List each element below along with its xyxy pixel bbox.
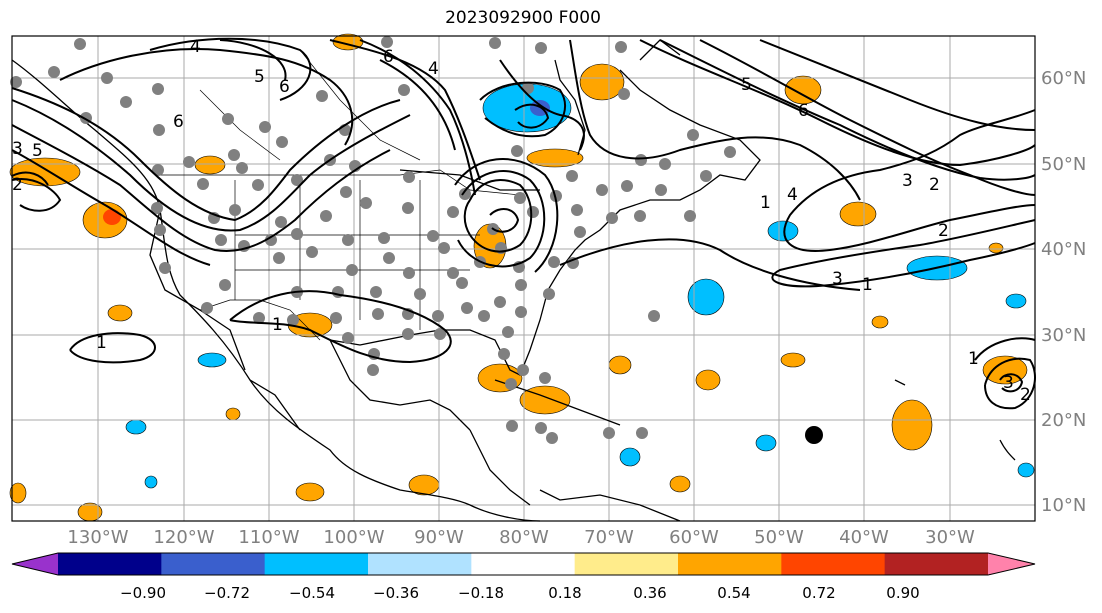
lon-label: 30°W: [925, 527, 975, 548]
colorbar-extend-low: [12, 553, 58, 575]
colorbar-segment: [368, 553, 472, 575]
contour-label: 4: [190, 37, 201, 57]
latitude-labels: 60°N 50°N 40°N 30°N 20°N 10°N: [1041, 68, 1086, 516]
lat-label: 30°N: [1041, 325, 1086, 346]
colorbar-tick-labels: −0.90 −0.72 −0.54 −0.36 −0.18 0.18 0.36 …: [120, 584, 920, 602]
colorbar-tick-label: 0.72: [802, 584, 835, 602]
colorbar-segment: [884, 553, 989, 575]
contour-label: 2: [1020, 385, 1031, 405]
contour-label: 6: [173, 112, 184, 132]
contour-label: 5: [741, 75, 752, 95]
contour-label: 2: [929, 175, 940, 195]
lon-label: 130°W: [67, 527, 128, 548]
colorbar-segment: [58, 553, 162, 575]
colorbar-extend-high: [988, 553, 1035, 575]
colorbar-tick-label: −0.18: [458, 584, 504, 602]
colorbar-tick-label: 0.18: [548, 584, 581, 602]
contour-label: 1: [96, 333, 107, 353]
contour-label: 4: [428, 59, 439, 79]
colorbar-tick-label: −0.36: [373, 584, 419, 602]
contour-label: 5: [254, 67, 265, 87]
colorbar-outline: [11, 552, 1036, 576]
colorbar-tick-label: 0.36: [633, 584, 666, 602]
lon-label: 40°W: [839, 527, 889, 548]
colorbar-tick-label: −0.90: [120, 584, 166, 602]
map-frame: [11, 35, 1036, 522]
contour-label: 1: [862, 275, 873, 295]
contour-label: 2: [12, 175, 23, 195]
lat-label: 60°N: [1041, 68, 1086, 89]
contour-label: 3: [832, 269, 843, 289]
lat-lon-grid: [12, 36, 1035, 521]
contour-label: 6: [798, 101, 809, 121]
colorbar-segment: [264, 553, 369, 575]
lat-label: 50°N: [1041, 154, 1086, 175]
coastlines: [11, 39, 1016, 522]
lon-label: 70°W: [584, 527, 634, 548]
colorbar-segment: [781, 553, 886, 575]
contour-label: 6: [279, 77, 290, 97]
contour-label: 1: [968, 349, 979, 369]
longitude-labels: 130°W 120°W 110°W 100°W 90°W 80°W 70°W 6…: [67, 527, 975, 548]
contour-lines: [11, 37, 1036, 410]
contour-label: 5: [32, 141, 43, 161]
contour-label: 3: [12, 139, 23, 159]
colorbar-segment: [574, 553, 679, 575]
colorbar-tick-label: 0.54: [717, 584, 750, 602]
lon-label: 100°W: [323, 527, 384, 548]
contour-label: 1: [760, 193, 771, 213]
colorbar: [11, 552, 1036, 576]
storm-marker: [805, 426, 823, 444]
colorbar-segment: [471, 553, 576, 575]
colorbar-segment: [678, 553, 782, 575]
colorbar-tick-label: −0.72: [204, 584, 250, 602]
contour-value-labels: 4 6 5 6 4 6 5 3 2 1 1 1 5 6 3 2 2 1 3 4 …: [12, 37, 1031, 405]
map-title: 2023092900 F000: [445, 8, 601, 28]
contour-label: 2: [938, 221, 949, 241]
colorbar-segment: [161, 553, 266, 575]
lon-label: 90°W: [414, 527, 464, 548]
contour-label: 1: [272, 315, 283, 335]
colorbar-tick-label: −0.54: [289, 584, 335, 602]
lon-label: 120°W: [153, 527, 214, 548]
lon-label: 80°W: [499, 527, 549, 548]
lon-label: 110°W: [238, 527, 299, 548]
lon-label: 50°W: [754, 527, 804, 548]
colorbar-tick-label: 0.90: [886, 584, 919, 602]
contour-label: 3: [1003, 373, 1014, 393]
contour-label: 3: [902, 171, 913, 191]
lat-label: 20°N: [1041, 410, 1086, 431]
contour-label: 6: [383, 47, 394, 67]
anomaly-shading: [9, 33, 1035, 522]
contour-label: 4: [787, 185, 798, 205]
lat-label: 10°N: [1041, 495, 1086, 516]
lon-label: 60°W: [669, 527, 719, 548]
lat-label: 40°N: [1041, 239, 1086, 260]
